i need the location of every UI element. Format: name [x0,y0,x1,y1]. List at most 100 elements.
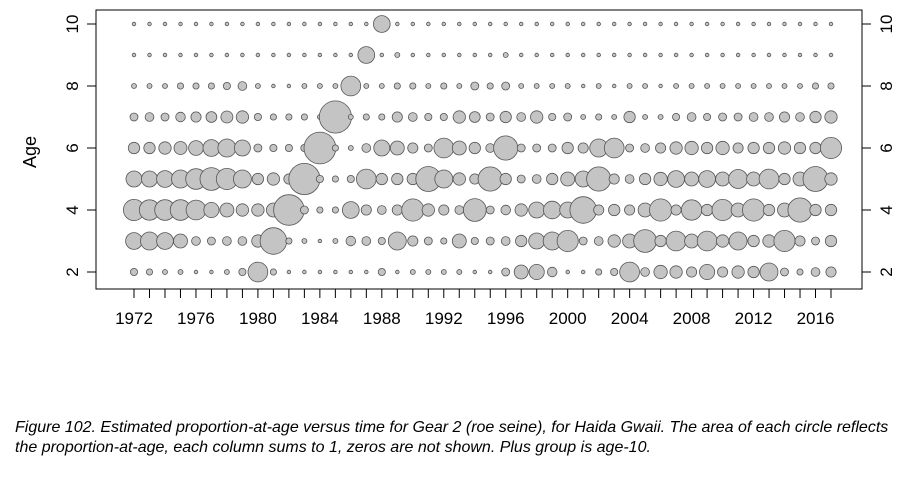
bubble [689,52,694,58]
bubble [610,267,619,276]
bubble [145,268,153,276]
bubble [485,236,495,246]
bubble [363,83,370,89]
bubble [513,264,529,280]
bubble [627,21,632,27]
bubble [266,172,280,186]
bubble [288,162,321,195]
y-tick-label: 4 [63,205,82,214]
bubble [222,82,231,91]
bubble [596,21,601,27]
bubble [556,229,579,252]
bubble [192,82,200,90]
bubble [715,234,730,248]
bubble [452,172,466,186]
bubble [825,266,837,278]
bubble [581,269,586,275]
bubble [434,169,454,189]
bubble [603,137,625,159]
bubble [362,113,370,121]
bubble [131,83,137,89]
bubble [361,236,372,246]
bubble [217,138,237,158]
x-tick-label: 2008 [673,309,711,328]
bubble [658,21,663,27]
bubble [391,111,403,123]
bubble [720,21,725,27]
bubble [773,229,796,252]
bubble [578,236,588,246]
bubble [595,113,603,121]
bubble [441,21,446,27]
bubble [824,203,838,217]
bubble [355,168,377,190]
bubble [624,204,636,216]
bubble [162,83,168,89]
bubble [812,82,820,90]
bubble [441,52,446,58]
x-tick-label: 2016 [797,309,835,328]
bubble [285,113,293,121]
bubble [488,21,493,27]
bubble [341,201,360,219]
bubble [162,21,168,27]
bubble [156,232,174,250]
bubble [731,265,745,279]
bubble [624,174,635,184]
bubble [593,204,605,216]
bubble [377,267,386,276]
bubble [364,269,369,275]
bubble [300,113,308,121]
bubble [782,52,787,58]
bubble [717,266,729,278]
bubble [735,21,741,27]
bubble [379,52,384,58]
bubble [501,267,511,277]
bubble [253,113,262,122]
bubble [220,110,234,124]
bubble [813,21,818,27]
bubble [451,140,467,156]
bubble [125,170,143,188]
bubble [347,145,354,151]
bubble [686,266,698,278]
bubble [237,81,248,91]
bubble [810,267,821,277]
bubble [209,269,214,275]
bubble [202,139,221,157]
bubble [348,52,353,58]
bubble [642,21,648,27]
bubble [751,52,756,58]
bubble [162,52,168,58]
bubble [747,265,760,279]
bubble [203,201,220,218]
bubble [766,21,772,27]
bubble [688,83,695,89]
bubble [528,232,546,250]
bubble [733,112,743,122]
bubble [711,198,734,221]
bubble [317,238,323,244]
bubble [518,83,525,89]
bubble [827,82,835,90]
bubble [372,15,391,33]
bubble [377,236,386,245]
bubble [607,234,621,248]
bubble [488,269,493,275]
bubble [240,21,245,27]
x-tick-label: 1976 [177,309,215,328]
bubble [532,143,542,153]
bubble [655,142,667,154]
bubble [595,268,603,276]
bubble [809,203,822,217]
bubble [684,233,699,249]
bubble [696,230,718,252]
bubble [131,21,137,27]
bubble [209,52,214,58]
bubble [251,172,264,186]
bubble [185,199,207,221]
x-tick-label: 1992 [425,309,463,328]
bubble [565,269,570,275]
bubble [782,21,787,27]
bubble [468,111,481,123]
